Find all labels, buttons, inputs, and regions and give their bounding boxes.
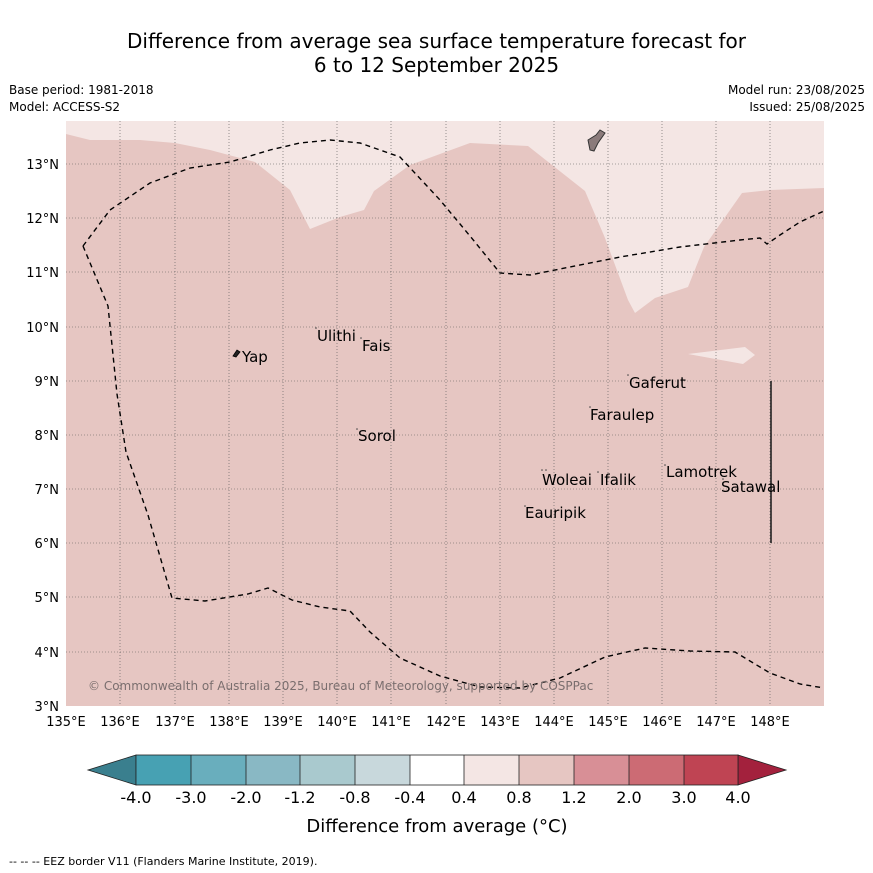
lat-tick-12: 12°N — [26, 212, 59, 227]
chart-title-line2: 6 to 12 September 2025 — [313, 53, 560, 77]
lon-tick-145: 145°E — [588, 715, 628, 730]
lat-tick-3: 3°N — [35, 700, 60, 715]
colorbar-tick: 0.8 — [506, 788, 531, 807]
colorbar-tick: -4.0 — [120, 788, 151, 807]
colorbar-tick: -2.0 — [230, 788, 261, 807]
lat-tick-6: 6°N — [35, 537, 60, 552]
lon-tick-138: 138°E — [209, 715, 249, 730]
model-text: Model: ACCESS-S2 — [9, 100, 121, 114]
colorbar-over-arrow — [737, 754, 788, 786]
colorbar-segment-8 — [519, 755, 574, 785]
lon-tick-144: 144°E — [534, 715, 574, 730]
lat-tick-11: 11°N — [26, 266, 59, 281]
place-label-ulithi: Ulithi — [317, 327, 356, 345]
map-area: Yap Ulithi Fais Gaferut Faraulep Sorol W… — [66, 121, 825, 706]
place-label-sorol: Sorol — [358, 427, 396, 445]
colorbar-segment-5 — [355, 755, 410, 785]
colorbar-label: Difference from average (°C) — [306, 816, 567, 837]
lon-tick-148: 148°E — [750, 715, 790, 730]
lon-tick-labels: 135°E 136°E 137°E 138°E 139°E 140°E 141°… — [46, 715, 790, 730]
colorbar-segment-2 — [191, 755, 246, 785]
colorbar-segment-6 — [410, 755, 464, 785]
lon-tick-139: 139°E — [263, 715, 303, 730]
place-label-satawal: Satawal — [721, 478, 780, 496]
anomaly-region-light — [66, 121, 824, 313]
colorbar-segment-3 — [246, 755, 300, 785]
lat-tick-7: 7°N — [35, 483, 60, 498]
colorbar-segment-11 — [684, 755, 738, 785]
colorbar-tick: -1.2 — [284, 788, 315, 807]
lon-tick-143: 143°E — [480, 715, 520, 730]
lon-tick-147: 147°E — [696, 715, 736, 730]
place-labels: Yap Ulithi Fais Gaferut Faraulep Sorol W… — [241, 327, 780, 522]
lon-tick-137: 137°E — [155, 715, 195, 730]
colorbar-segment-10 — [629, 755, 684, 785]
yap-island — [232, 349, 241, 358]
lat-tick-10: 10°N — [26, 321, 59, 336]
guam-island — [587, 129, 606, 152]
lon-tick-136: 136°E — [100, 715, 140, 730]
colorbar: -4.0 -3.0 -2.0 -1.2 -0.8 -0.4 0.4 0.8 1.… — [86, 754, 788, 837]
colorbar-segment-1 — [136, 755, 191, 785]
colorbar-segment-7 — [464, 755, 519, 785]
colorbar-tick: 3.0 — [671, 788, 696, 807]
colorbar-tick: 2.0 — [616, 788, 641, 807]
place-label-gaferut: Gaferut — [629, 374, 686, 392]
place-label-eauripik: Eauripik — [525, 504, 586, 522]
lat-tick-8: 8°N — [35, 429, 60, 444]
colorbar-tick: 4.0 — [725, 788, 750, 807]
colorbar-tick: -0.8 — [339, 788, 370, 807]
colorbar-segment-9 — [574, 755, 629, 785]
place-label-faraulep: Faraulep — [590, 406, 654, 424]
lat-tick-4: 4°N — [35, 646, 60, 661]
lat-tick-9: 9°N — [35, 375, 60, 390]
issued-text: Issued: 25/08/2025 — [749, 100, 865, 114]
lat-tick-13: 13°N — [26, 158, 59, 173]
colorbar-outline — [135, 754, 739, 786]
grid-lines — [66, 121, 824, 706]
lat-tick-5: 5°N — [35, 591, 60, 606]
place-label-yap: Yap — [241, 348, 268, 366]
chart-title-line1: Difference from average sea surface temp… — [126, 29, 746, 53]
copyright-text: © Commonwealth of Australia 2025, Bureau… — [88, 679, 593, 693]
colorbar-tick: -0.4 — [394, 788, 425, 807]
colorbar-segment-4 — [300, 755, 355, 785]
lon-tick-140: 140°E — [317, 715, 357, 730]
lon-tick-135: 135°E — [46, 715, 86, 730]
colorbar-under-arrow — [86, 754, 137, 786]
lon-tick-142: 142°E — [426, 715, 466, 730]
colorbar-dividers — [190, 755, 685, 785]
eez-border-line — [82, 139, 825, 689]
eez-legend-text: -- -- -- EEZ border V11 (Flanders Marine… — [9, 855, 317, 868]
place-label-ifalik: Ifalik — [600, 471, 636, 489]
base-period-text: Base period: 1981-2018 — [9, 83, 154, 97]
colorbar-tick: 1.2 — [561, 788, 586, 807]
lat-tick-labels: 3°N 4°N 5°N 6°N 7°N 8°N 9°N 10°N 11°N 12… — [26, 158, 59, 715]
place-dots — [315, 327, 724, 507]
place-label-woleai: Woleai — [542, 471, 592, 489]
place-label-fais: Fais — [362, 337, 391, 355]
lon-tick-141: 141°E — [371, 715, 411, 730]
model-run-text: Model run: 23/08/2025 — [727, 83, 865, 97]
anomaly-patch-light — [688, 347, 755, 364]
lon-tick-146: 146°E — [642, 715, 682, 730]
colorbar-tick: 0.4 — [451, 788, 476, 807]
place-label-lamotrek: Lamotrek — [666, 463, 737, 481]
colorbar-tick: -3.0 — [175, 788, 206, 807]
